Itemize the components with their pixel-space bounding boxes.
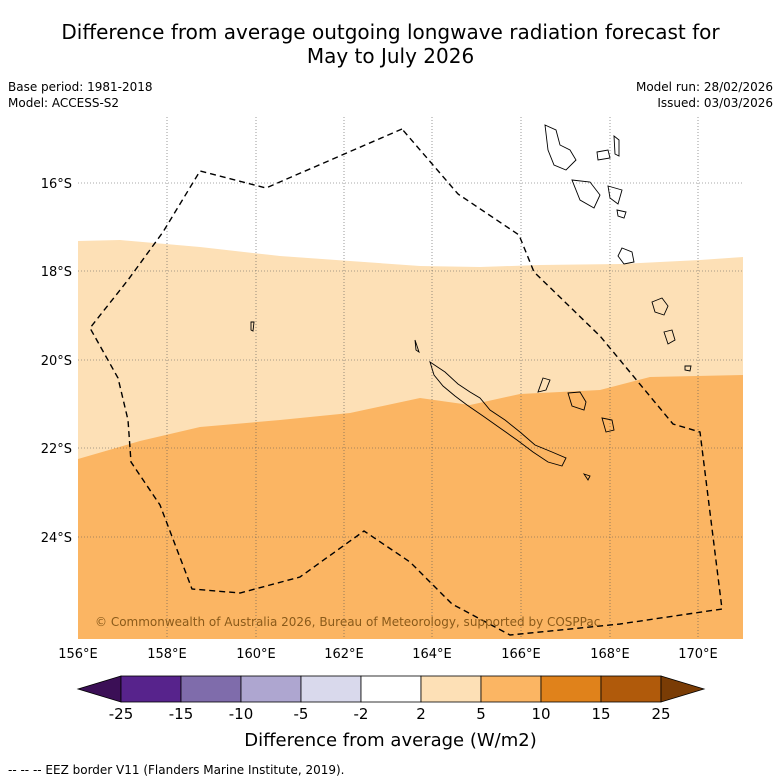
colorbar-tick: -15 <box>168 705 194 723</box>
lat-label: 20°S <box>41 354 72 369</box>
lat-label: 22°S <box>41 442 72 457</box>
colorbar-swatch <box>360 675 422 703</box>
lon-label: 166°E <box>501 647 541 662</box>
latitude-labels: 16°S 18°S 20°S 22°S 24°S <box>41 177 72 546</box>
longitude-labels: 156°E 158°E 160°E 162°E 164°E 166°E 168°… <box>58 647 718 662</box>
colorbar-tick: 10 <box>531 705 551 723</box>
colorbar-extend-high <box>660 675 706 703</box>
colorbar-title: Difference from average (W/m2) <box>244 730 537 751</box>
eez-border <box>89 128 723 636</box>
colorbar-extend-low <box>76 675 122 703</box>
lat-label: 16°S <box>41 177 72 192</box>
colorbar-swatch <box>420 675 482 703</box>
colorbar-swatch <box>480 675 542 703</box>
lat-label: 18°S <box>41 265 72 280</box>
colorbar-tick: -25 <box>108 705 134 723</box>
base-period: Base period: 1981-2018 <box>8 80 153 94</box>
colorbar-tick: 25 <box>651 705 671 723</box>
colorbar-tick: -5 <box>293 705 309 723</box>
lon-label: 164°E <box>412 647 452 662</box>
issued-date: Issued: 03/03/2026 <box>657 96 773 110</box>
lon-label: 168°E <box>590 647 630 662</box>
colorbar-swatch <box>600 675 662 703</box>
colorbar-swatch <box>180 675 242 703</box>
model-name: Model: ACCESS-S2 <box>8 96 120 110</box>
eez-legend-note: -- -- -- EEZ border V11 (Flanders Marine… <box>8 763 345 777</box>
colorbar-swatch <box>300 675 362 703</box>
colorbar-tick: 5 <box>476 705 486 723</box>
lon-label: 158°E <box>147 647 187 662</box>
colorbar-tick: -2 <box>353 705 369 723</box>
lat-label: 24°S <box>41 531 72 546</box>
colorbar-tick: -10 <box>228 705 254 723</box>
colorbar-swatch <box>240 675 302 703</box>
coastlines <box>250 124 692 481</box>
colorbar-swatch <box>120 675 182 703</box>
anomaly-band-5-to-10 <box>78 375 743 639</box>
copyright-notice: © Commonwealth of Australia 2026, Bureau… <box>95 615 600 629</box>
lon-label: 162°E <box>324 647 364 662</box>
new-caledonia-mainland <box>429 360 567 467</box>
graticule <box>78 117 743 639</box>
chart-title-line-1: Difference from average outgoing longwav… <box>61 20 720 44</box>
lon-label: 170°E <box>678 647 718 662</box>
colorbar <box>76 675 706 703</box>
colorbar-tick: 2 <box>416 705 426 723</box>
model-run: Model run: 28/02/2026 <box>635 80 773 94</box>
lon-label: 156°E <box>58 647 98 662</box>
lon-label: 160°E <box>236 647 276 662</box>
colorbar-tick: 15 <box>591 705 611 723</box>
colorbar-swatch <box>540 675 602 703</box>
chart-title-line-2: May to July 2026 <box>306 44 475 68</box>
